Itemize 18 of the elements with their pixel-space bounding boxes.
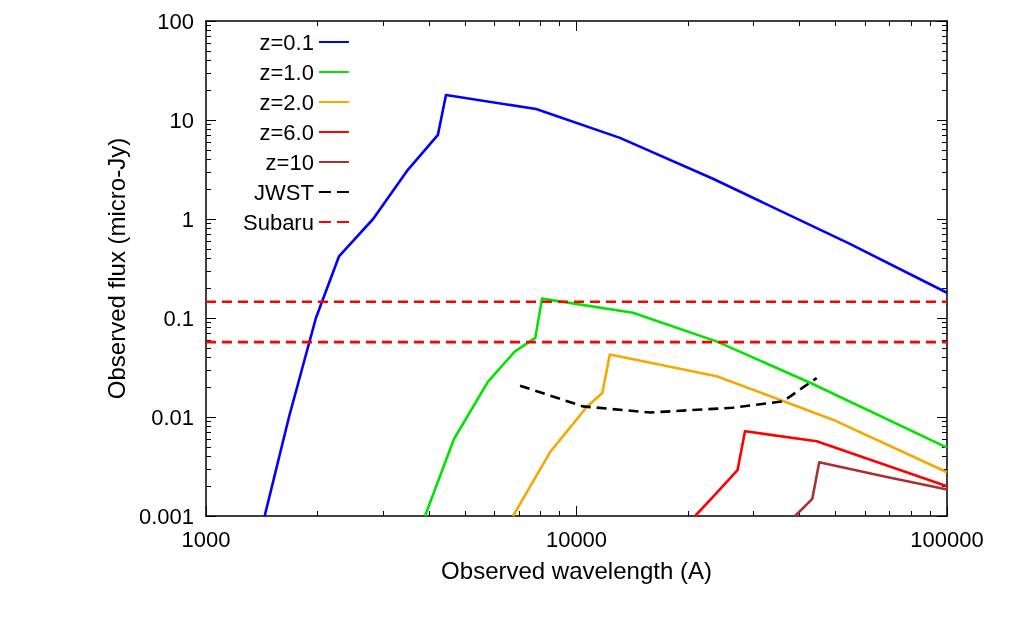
legend-label: Subaru [242, 209, 314, 235]
legend-label: JWST [254, 179, 314, 205]
y-tick-label: 0.1 [163, 305, 194, 331]
legend-label: z=6.0 [259, 119, 314, 145]
x-axis-title: Observed wavelength (A) [441, 556, 712, 584]
legend-label: z=0.1 [259, 29, 314, 55]
x-tick-label: 1000 [181, 526, 231, 552]
legend-label: z=1.0 [259, 59, 314, 85]
y-tick-label: 10 [169, 107, 194, 133]
legend-label: z=2.0 [259, 89, 314, 115]
y-axis-title: Observed flux (micro-Jy) [102, 137, 130, 400]
y-tick-label: 0.001 [138, 503, 194, 529]
legend-label: z=10 [265, 149, 314, 175]
x-tick-label: 100000 [910, 526, 984, 552]
y-tick-label: 100 [157, 8, 194, 34]
y-tick-label: 1 [181, 206, 194, 232]
x-tick-label: 10000 [545, 526, 608, 552]
y-tick-label: 0.01 [151, 404, 194, 430]
